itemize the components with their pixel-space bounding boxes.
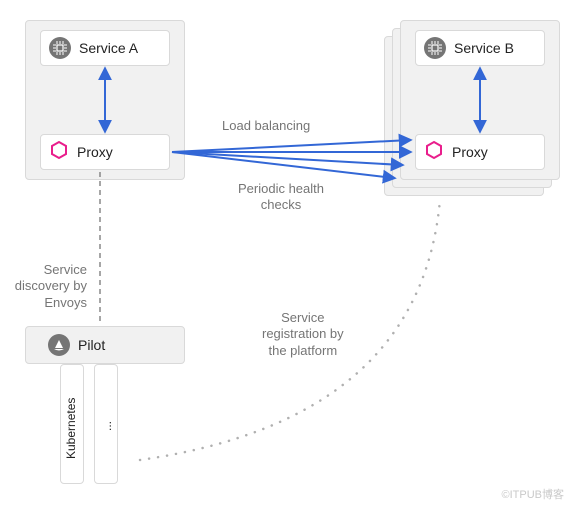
edge-lb-4	[172, 152, 394, 178]
service-a-node: Service A	[40, 30, 170, 66]
service-b-node: Service B	[415, 30, 545, 66]
health-checks-text: Periodic health checks	[238, 181, 324, 214]
edge-lb-3	[172, 152, 402, 165]
pilot-node: Pilot	[40, 327, 170, 363]
chip-icon	[49, 37, 71, 59]
adapter-other-label: ...	[100, 416, 114, 436]
proxy-b-label: Proxy	[452, 144, 488, 160]
service-a-proxy-node: Proxy	[40, 134, 170, 170]
service-b-proxy-node: Proxy	[415, 134, 545, 170]
watermark: ©ITPUB博客	[502, 486, 565, 502]
hex-icon	[49, 140, 69, 165]
proxy-a-label: Proxy	[77, 144, 113, 160]
service-a-label: Service A	[79, 40, 138, 56]
chip-icon	[424, 37, 446, 59]
load-balancing-text: Load balancing	[222, 118, 310, 134]
edge-lb-1	[172, 140, 410, 152]
hex-icon	[424, 140, 444, 165]
service-b-label: Service B	[454, 40, 514, 56]
platform-registration-text: Service registration by the platform	[262, 310, 344, 359]
envoy-discovery-text: Service discovery by Envoys	[7, 262, 87, 311]
kubernetes-label: Kubernetes	[64, 388, 78, 468]
sail-icon	[48, 334, 70, 356]
pilot-label: Pilot	[78, 337, 105, 353]
